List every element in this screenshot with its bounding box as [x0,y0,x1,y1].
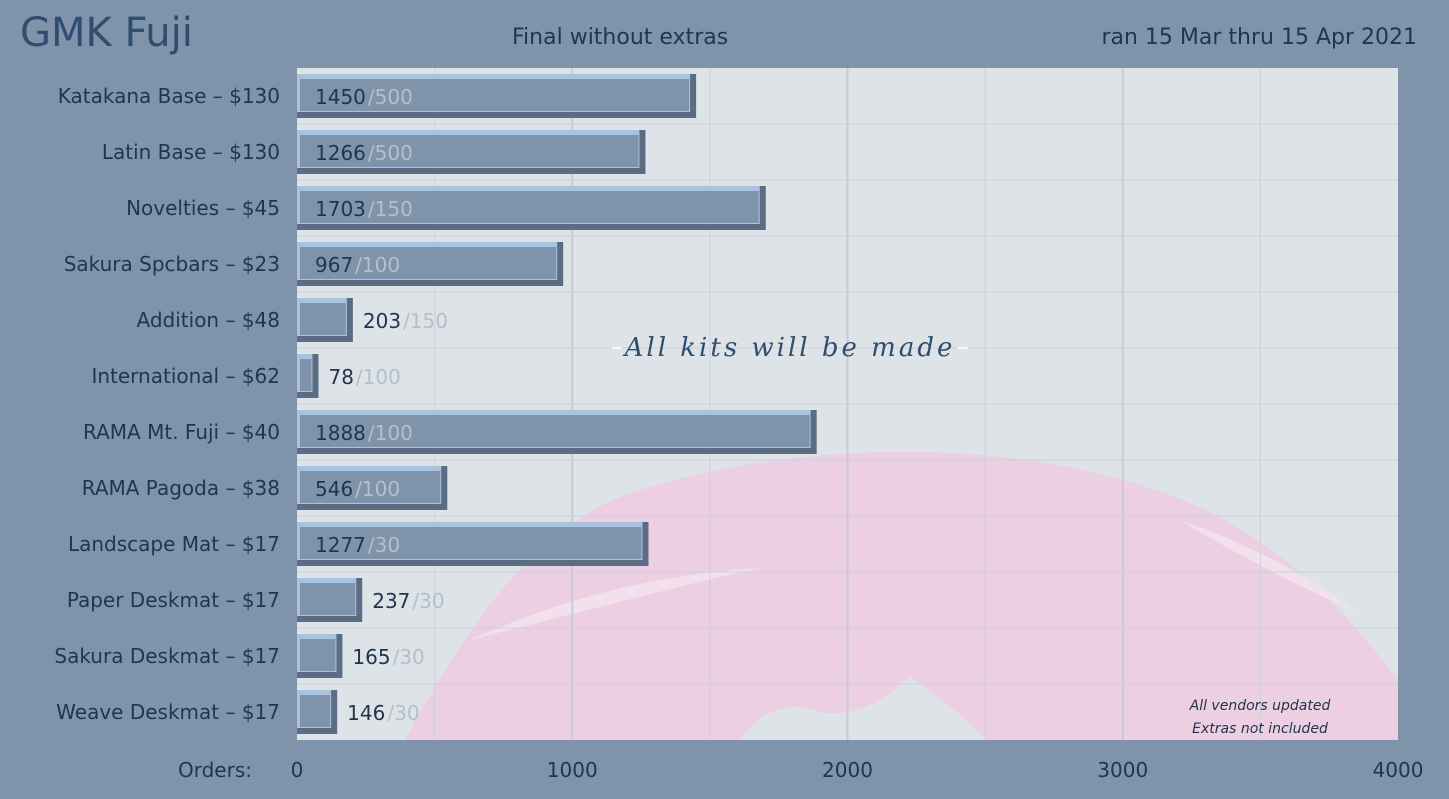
category-label: Katakana Base – $130 [58,84,280,108]
value-label: 967 [315,253,353,277]
bar: 1888/100 [297,410,817,454]
bar: 165/30 [297,634,425,678]
moq-label: /100 [355,477,400,501]
category-labels: Katakana Base – $130 Latin Base – $130 Nov… [54,84,280,724]
bar: 1450/500 [297,74,697,118]
bar: 237/30 [297,578,445,622]
value-label: 1277 [315,533,366,557]
bar-face [300,639,336,671]
chart-subtitle: Final without extras [512,25,729,50]
moq-label: /150 [403,309,448,333]
bar-face [300,471,441,503]
moq-label: /30 [387,701,419,725]
category-label: RAMA Mt. Fuji – $40 [83,420,280,444]
bar-face [300,303,346,335]
bar-face [300,695,331,727]
value-label: 546 [315,477,353,501]
category-label: Weave Deskmat – $17 [56,700,280,724]
value-label: 146 [347,701,385,725]
moq-label: /150 [368,197,413,221]
category-label: Addition – $48 [137,308,280,332]
bar-face [300,191,759,223]
note-vendors: All vendors updated [1189,698,1331,714]
x-axis-ticks: 0 1000 2000 3000 4000 [291,758,1424,782]
x-tick-label: 2000 [822,758,873,782]
bars: 1450/5001266/5001703/150967/100203/15078… [297,74,817,734]
category-label: RAMA Pagoda – $38 [82,476,280,500]
mountain-illustration [405,451,1398,740]
moq-label: /30 [368,533,400,557]
chart-title: GMK Fuji [20,10,193,56]
bar-face [300,527,642,559]
category-label: Landscape Mat – $17 [68,532,280,556]
moq-label: /500 [368,141,413,165]
x-tick-label: 4000 [1373,758,1424,782]
x-tick-label: 0 [291,758,304,782]
category-label: Paper Deskmat – $17 [67,588,280,612]
value-label: 1266 [315,141,366,165]
bar-face [300,583,356,615]
value-label: 78 [328,365,353,389]
bar: 203/150 [297,298,448,342]
bar: 146/30 [297,690,420,734]
value-label: 1888 [315,421,366,445]
moq-label: /100 [368,421,413,445]
bar-face [300,135,639,167]
category-label: Sakura Deskmat – $17 [54,644,280,668]
annotation: All kits will be made [612,333,968,363]
bar: 546/100 [297,466,448,510]
moq-label: /100 [356,365,401,389]
value-label: 1450 [315,85,366,109]
category-label: International – $62 [91,364,280,388]
category-label: Sakura Spcbars – $23 [64,252,280,276]
moq-label: /30 [393,645,425,669]
value-label: 1703 [315,197,366,221]
moq-label: /100 [355,253,400,277]
bar-face [300,359,312,391]
x-axis-label: Orders: [178,758,252,782]
category-label: Novelties – $45 [126,196,280,220]
moq-label: /500 [368,85,413,109]
value-label: 237 [372,589,410,613]
x-tick-label: 3000 [1097,758,1148,782]
category-label: Latin Base – $130 [102,140,280,164]
date-range: ran 15 Mar thru 15 Apr 2021 [1101,25,1417,50]
moq-label: /30 [412,589,444,613]
bar-face [300,247,557,279]
note-extras: Extras not included [1192,721,1328,737]
bar: 1703/150 [297,186,766,230]
bar: 1266/500 [297,130,646,174]
bar-face [300,415,810,447]
bar: 78/100 [297,354,401,398]
value-label: 165 [352,645,390,669]
value-label: 203 [363,309,401,333]
bar: 967/100 [297,242,564,286]
gridlines [297,68,1398,740]
annotation-text: All kits will be made [623,333,956,363]
bar-face [300,79,690,111]
bar: 1277/30 [297,522,649,566]
x-tick-label: 1000 [547,758,598,782]
